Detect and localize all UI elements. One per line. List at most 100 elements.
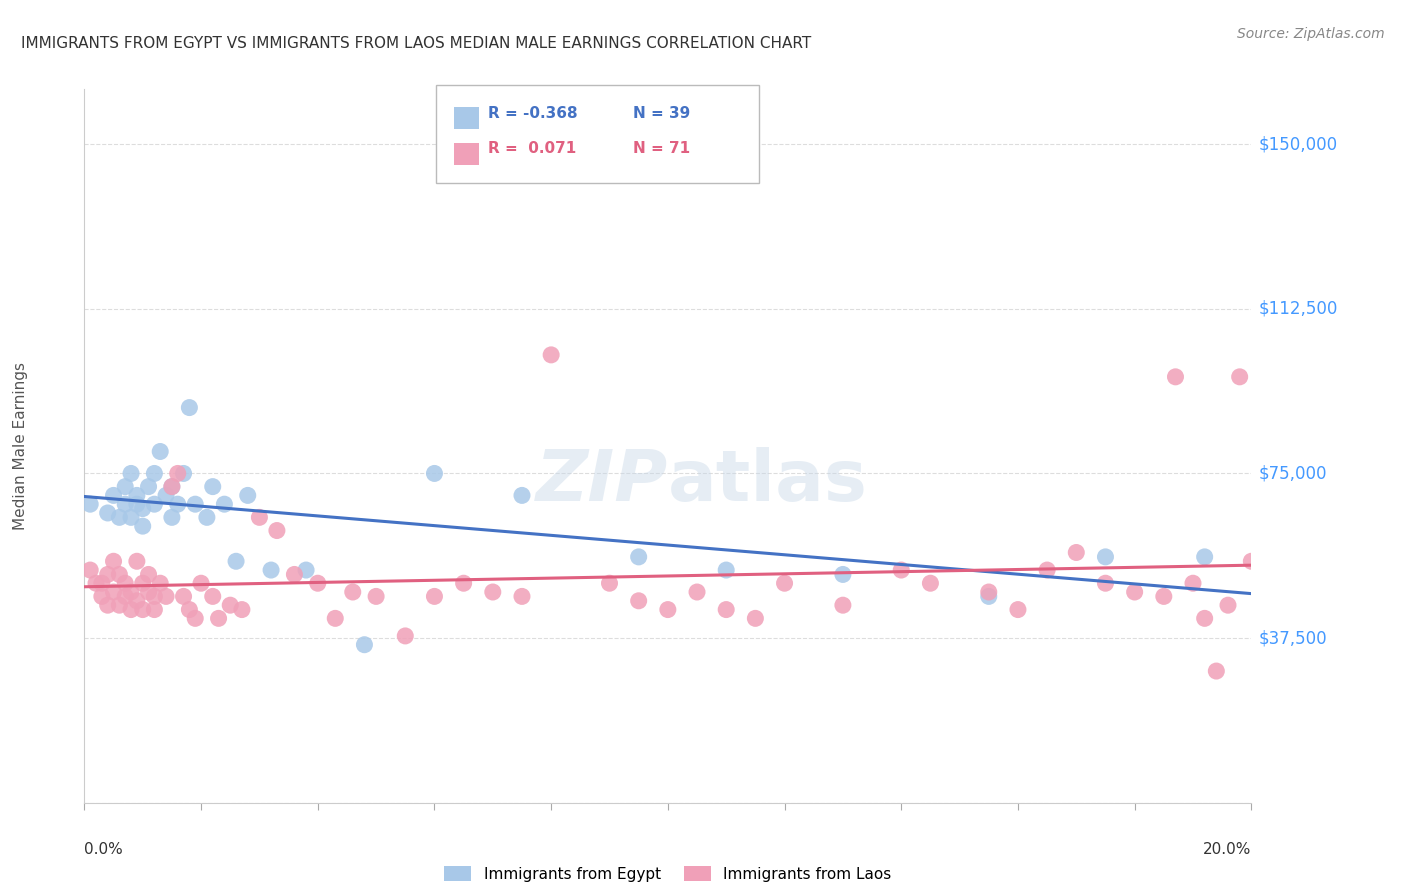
Text: Source: ZipAtlas.com: Source: ZipAtlas.com <box>1237 27 1385 41</box>
Point <box>143 602 166 616</box>
Point <box>114 590 136 604</box>
Point <box>1007 602 1029 616</box>
Text: 0.0%: 0.0% <box>84 842 124 857</box>
Point <box>179 602 201 616</box>
Point <box>103 554 125 568</box>
Point <box>219 598 242 612</box>
Point <box>120 585 142 599</box>
Point <box>143 497 166 511</box>
Point <box>225 554 247 568</box>
Point <box>125 594 148 608</box>
Point <box>149 444 172 458</box>
Point <box>236 488 259 502</box>
Point <box>125 488 148 502</box>
Point <box>366 590 388 604</box>
Point <box>1194 611 1216 625</box>
Point <box>1094 549 1116 564</box>
Point <box>201 590 224 604</box>
Point <box>138 567 160 582</box>
Text: $37,500: $37,500 <box>1258 629 1327 647</box>
Point <box>149 576 172 591</box>
Point <box>627 594 650 608</box>
Text: atlas: atlas <box>668 447 868 516</box>
Point <box>657 602 679 616</box>
Point <box>125 497 148 511</box>
Point <box>132 501 155 516</box>
Point <box>138 585 160 599</box>
Point <box>353 638 375 652</box>
Point <box>155 590 177 604</box>
Point <box>714 602 737 616</box>
Point <box>173 590 195 604</box>
Point <box>832 598 855 612</box>
Point <box>166 467 188 481</box>
Point <box>453 576 475 591</box>
Point <box>166 497 188 511</box>
Text: R =  0.071: R = 0.071 <box>488 142 576 156</box>
Text: $75,000: $75,000 <box>1258 465 1327 483</box>
Point <box>132 519 155 533</box>
Point <box>686 585 709 599</box>
Point <box>977 590 1000 604</box>
Point <box>920 576 942 591</box>
Point <box>247 510 270 524</box>
Point <box>773 576 796 591</box>
Point <box>143 467 166 481</box>
Text: IMMIGRANTS FROM EGYPT VS IMMIGRANTS FROM LAOS MEDIAN MALE EARNINGS CORRELATION C: IMMIGRANTS FROM EGYPT VS IMMIGRANTS FROM… <box>21 36 811 51</box>
Point <box>173 467 195 481</box>
Point <box>599 576 621 591</box>
Point <box>84 576 107 591</box>
Point <box>108 567 131 582</box>
Point <box>323 611 346 625</box>
Point <box>114 576 136 591</box>
Point <box>108 510 131 524</box>
Point <box>90 590 112 604</box>
Point <box>1153 590 1175 604</box>
Point <box>132 602 155 616</box>
Point <box>1194 549 1216 564</box>
Point <box>1216 598 1239 612</box>
Point <box>114 497 136 511</box>
Point <box>266 524 288 538</box>
Text: N = 71: N = 71 <box>633 142 690 156</box>
Text: R = -0.368: R = -0.368 <box>488 106 578 120</box>
Point <box>179 401 201 415</box>
Point <box>125 554 148 568</box>
Point <box>214 497 236 511</box>
Point <box>207 611 229 625</box>
Point <box>832 567 855 582</box>
Point <box>295 563 318 577</box>
Point <box>1205 664 1227 678</box>
Point <box>132 576 155 591</box>
Point <box>744 611 766 625</box>
Point <box>1123 585 1146 599</box>
Point <box>423 467 446 481</box>
Point <box>481 585 505 599</box>
Point <box>160 480 183 494</box>
Point <box>103 488 125 502</box>
Point <box>714 563 737 577</box>
Point <box>103 585 125 599</box>
Point <box>97 567 120 582</box>
Point <box>1164 369 1187 384</box>
Point <box>97 598 120 612</box>
Text: Median Male Earnings: Median Male Earnings <box>13 362 28 530</box>
Point <box>307 576 329 591</box>
Point <box>1240 554 1263 568</box>
Point <box>510 590 533 604</box>
Point <box>79 497 101 511</box>
Point <box>977 585 1000 599</box>
Point <box>160 510 183 524</box>
Point <box>260 563 283 577</box>
Point <box>231 602 253 616</box>
Point <box>143 590 166 604</box>
Text: N = 39: N = 39 <box>633 106 690 120</box>
Point <box>90 576 112 591</box>
Point <box>1036 563 1059 577</box>
Point <box>120 467 142 481</box>
Point <box>342 585 364 599</box>
Point <box>155 488 177 502</box>
Text: 20.0%: 20.0% <box>1204 842 1251 857</box>
Text: $150,000: $150,000 <box>1258 135 1337 153</box>
Point <box>201 480 224 494</box>
